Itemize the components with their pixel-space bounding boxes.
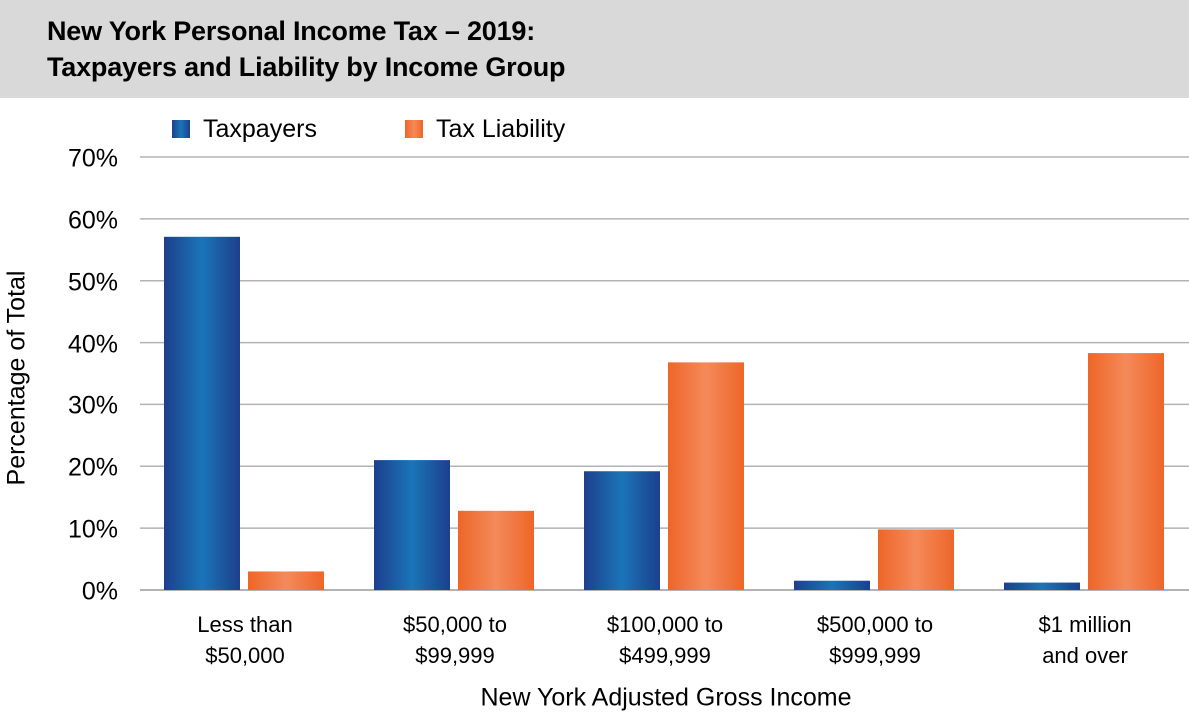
title-band: New York Personal Income Tax – 2019: Tax… bbox=[0, 0, 1189, 98]
y-tick-label: 30% bbox=[67, 391, 118, 420]
x-tick-label: $1 million and over bbox=[1038, 612, 1132, 668]
x-axis-title: New York Adjusted Gross Income bbox=[480, 683, 852, 712]
bar-tax-liability bbox=[248, 571, 324, 590]
legend-tax-liability: Tax Liability bbox=[405, 114, 565, 144]
x-tick-label: $500,000 to $999,999 bbox=[816, 612, 934, 668]
bar-tax-liability bbox=[1088, 353, 1164, 590]
bar-taxpayers bbox=[584, 471, 660, 590]
bar-tax-liability bbox=[878, 529, 954, 590]
bar-taxpayers bbox=[164, 236, 240, 590]
bar-taxpayers bbox=[1004, 582, 1080, 590]
y-tick-label: 70% bbox=[67, 144, 118, 173]
legend-swatch-tax-liability bbox=[405, 120, 423, 138]
legend-taxpayers: Taxpayers bbox=[172, 114, 317, 144]
x-tick-label: $100,000 to $499,999 bbox=[606, 612, 724, 668]
y-tick-label: 20% bbox=[67, 453, 118, 482]
legend-label-tax-liability: Tax Liability bbox=[436, 114, 566, 143]
bar-tax-liability bbox=[458, 510, 534, 590]
y-tick-label: 50% bbox=[67, 268, 118, 297]
x-tick-label: Less than $50,000 bbox=[197, 612, 293, 668]
gridlines bbox=[140, 156, 1189, 591]
bar-taxpayers bbox=[794, 580, 870, 590]
y-tick-label: 60% bbox=[67, 206, 118, 235]
chart-title-line-1: New York Personal Income Tax – 2019: bbox=[47, 16, 536, 46]
y-tick-label: 10% bbox=[67, 515, 118, 544]
legend-swatch-taxpayers bbox=[172, 120, 190, 138]
legend-label-taxpayers: Taxpayers bbox=[203, 114, 317, 143]
y-tick-label: 0% bbox=[81, 577, 118, 606]
bar-tax-liability bbox=[668, 362, 744, 590]
bars bbox=[164, 236, 1164, 590]
x-tick-label: $50,000 to $99,999 bbox=[403, 612, 507, 668]
bar-taxpayers bbox=[374, 460, 450, 590]
y-tick-label: 40% bbox=[67, 330, 118, 359]
chart-title-line-2: Taxpayers and Liability by Income Group bbox=[47, 52, 566, 82]
